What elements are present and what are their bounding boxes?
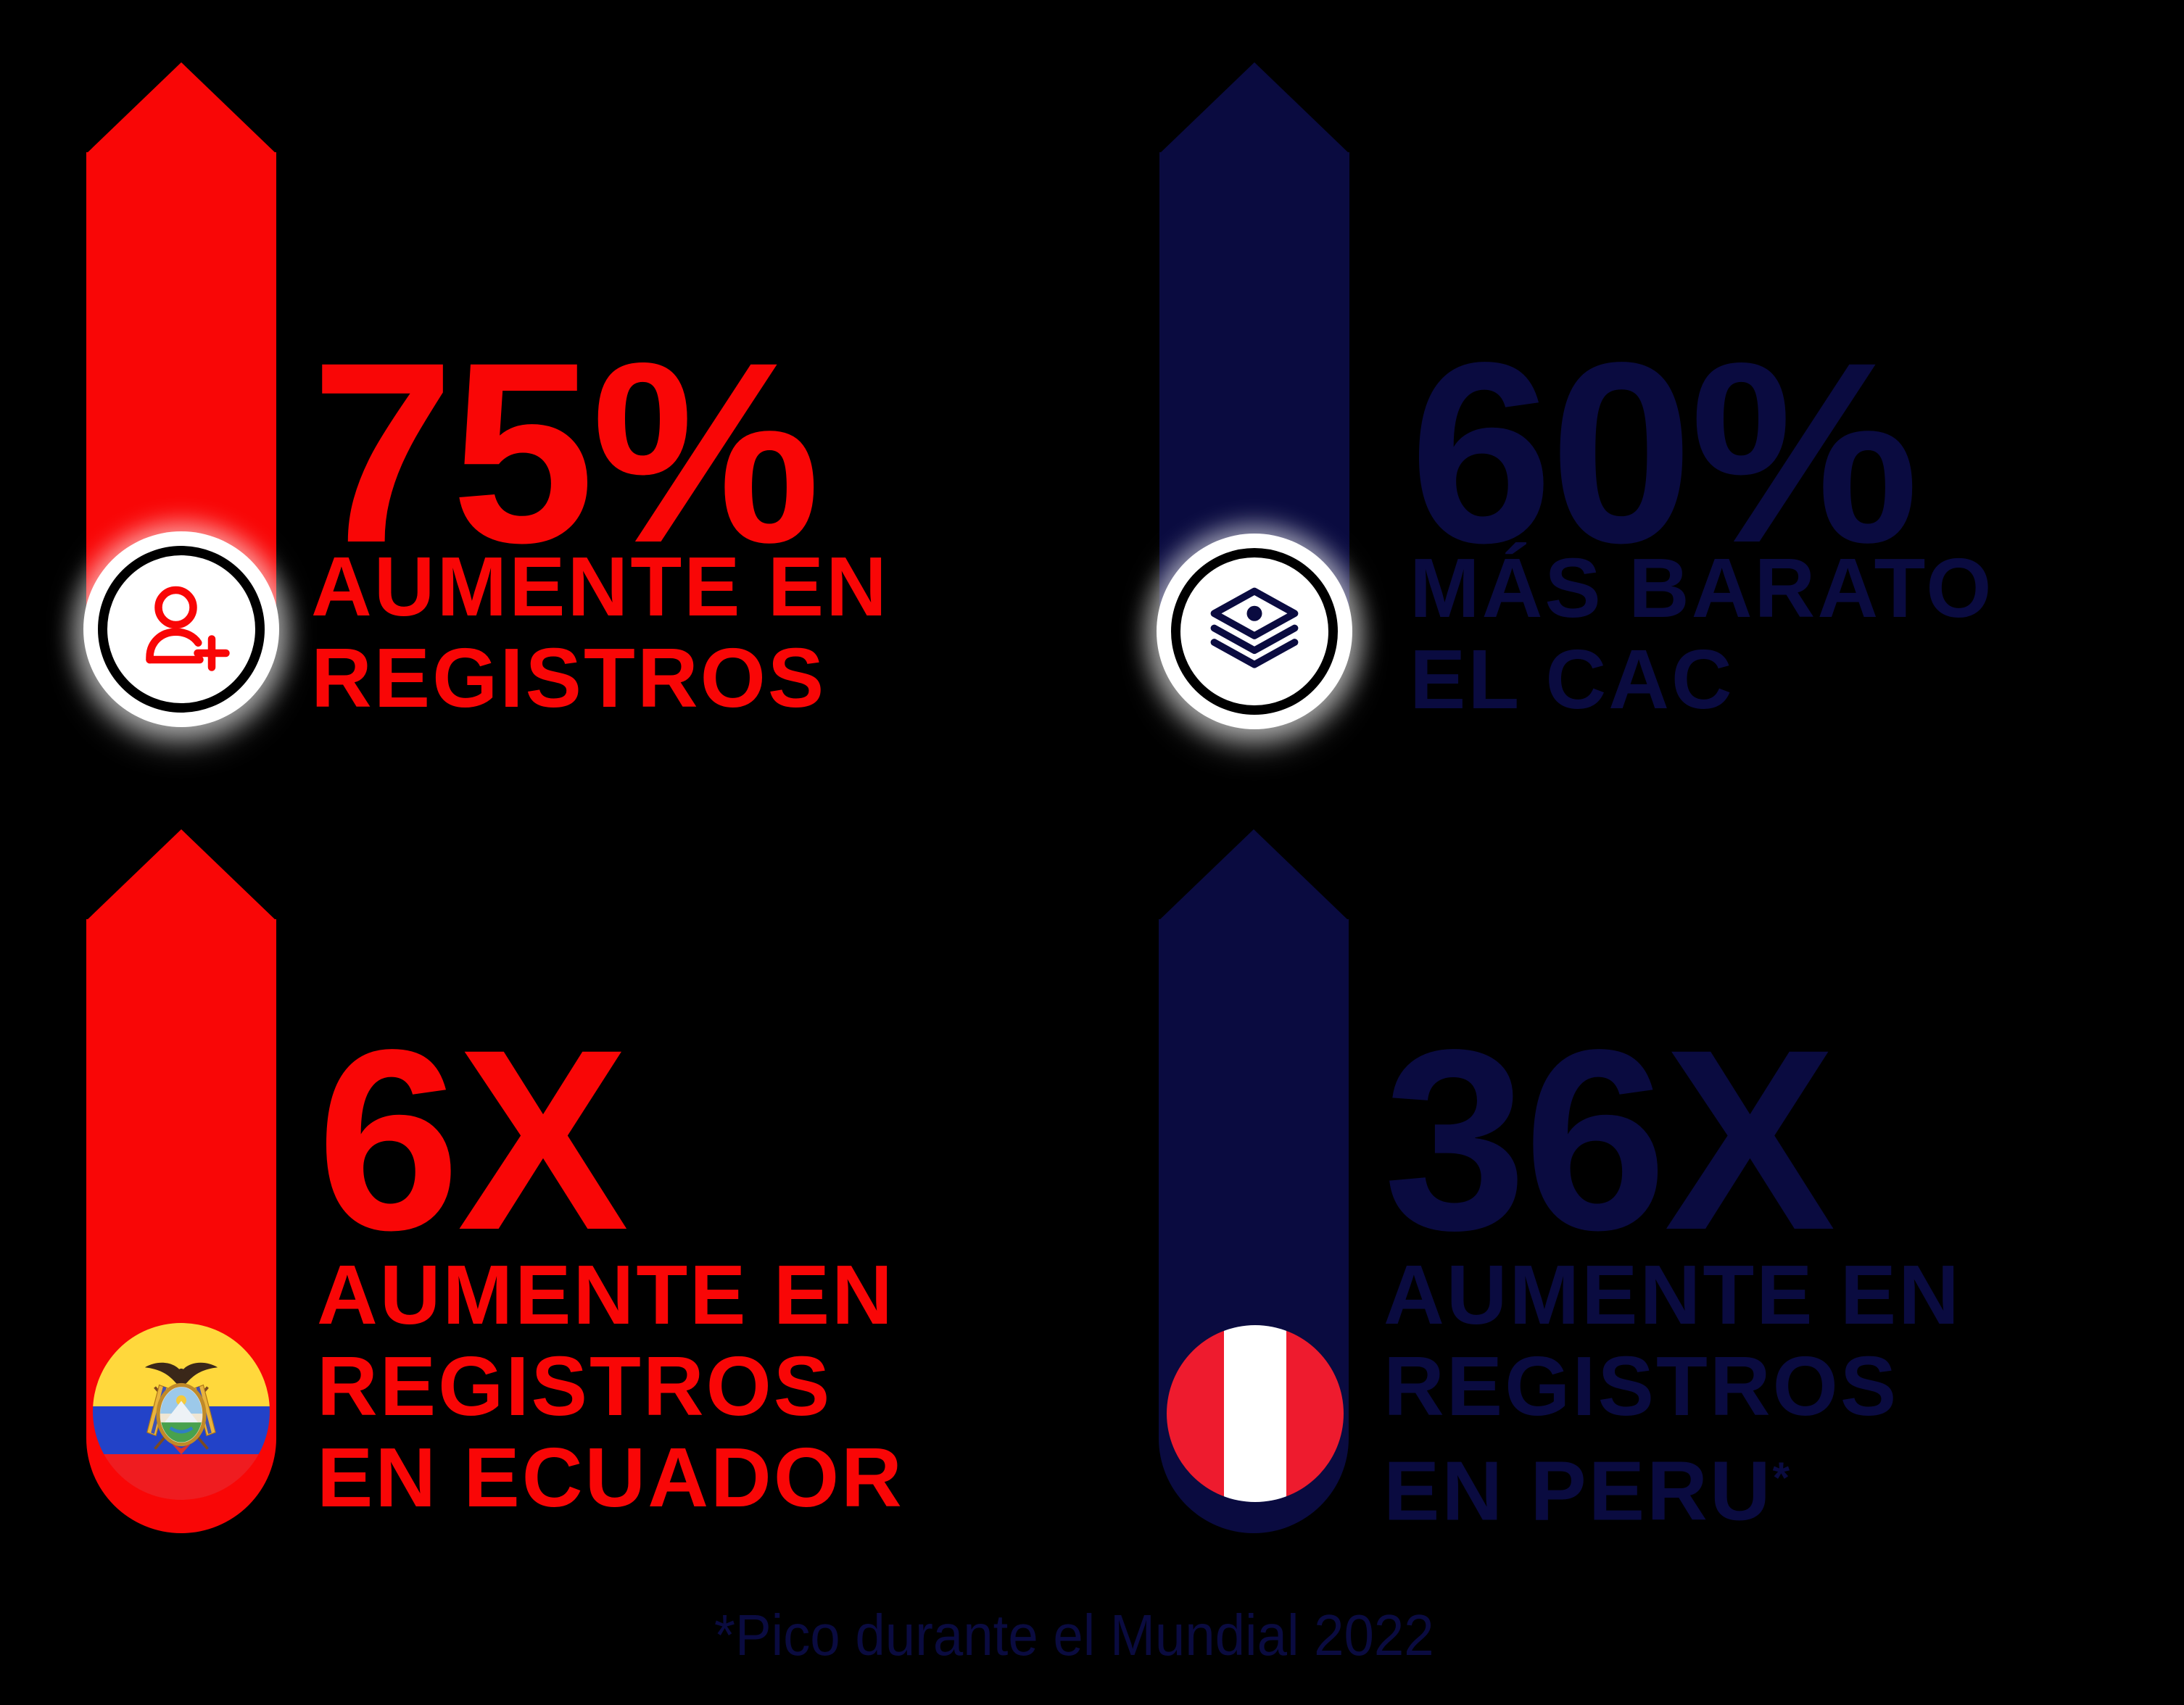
footnote-text: *Pico durante el Mundial 2022 xyxy=(714,1603,1434,1667)
stat-label: AUMENTE EN REGISTROS EN PERU* xyxy=(1383,1249,1961,1536)
stat-label-line: REGISTROS xyxy=(1383,1339,1899,1433)
stat-label-line: EL CAC xyxy=(1410,632,1734,726)
stat-label-line: EN PERU* xyxy=(1383,1443,1790,1538)
flag-band-white xyxy=(1224,1325,1286,1502)
flag-band-red xyxy=(93,1453,270,1500)
stat-label: AUMENTE EN REGISTROS EN ECUADOR xyxy=(317,1249,904,1523)
stat-label: MÁS BARATO EL CAC xyxy=(1410,542,1993,725)
stat-value: 36X xyxy=(1383,997,1836,1284)
stat-value: 60% xyxy=(1410,310,1919,597)
ecuador-coat-of-arms-icon xyxy=(144,1362,218,1455)
add-user-icon xyxy=(146,586,230,671)
stat-label-line: EN ECUADOR xyxy=(317,1430,904,1524)
up-arrow-icon xyxy=(1159,829,1349,921)
up-arrow-icon xyxy=(1159,62,1349,154)
ecuador-flag-icon xyxy=(93,1323,270,1500)
up-arrow-icon xyxy=(86,62,276,154)
peru-flag-icon xyxy=(1167,1325,1344,1502)
footnote-asterisk: * xyxy=(1772,1453,1790,1502)
stat-label: AUMENTE EN REGISTROS xyxy=(311,541,889,723)
stat-value: 6X xyxy=(317,997,629,1284)
money-stack-icon xyxy=(1210,587,1299,668)
icon-badge xyxy=(83,531,279,727)
stat-value: 75% xyxy=(311,310,821,597)
stat-label-line: AUMENTE EN xyxy=(317,1248,895,1342)
stat-label-line: AUMENTE EN xyxy=(311,539,889,634)
stat-label-line: REGISTROS xyxy=(311,631,827,725)
stat-label-line: MÁS BARATO xyxy=(1410,541,1994,635)
badge-ring xyxy=(98,546,265,713)
up-arrow-icon xyxy=(86,829,276,921)
icon-badge xyxy=(1157,534,1352,729)
stat-label-line: REGISTROS xyxy=(317,1339,832,1433)
badge-ring xyxy=(1171,548,1338,715)
stat-label-line: AUMENTE EN xyxy=(1383,1248,1961,1342)
